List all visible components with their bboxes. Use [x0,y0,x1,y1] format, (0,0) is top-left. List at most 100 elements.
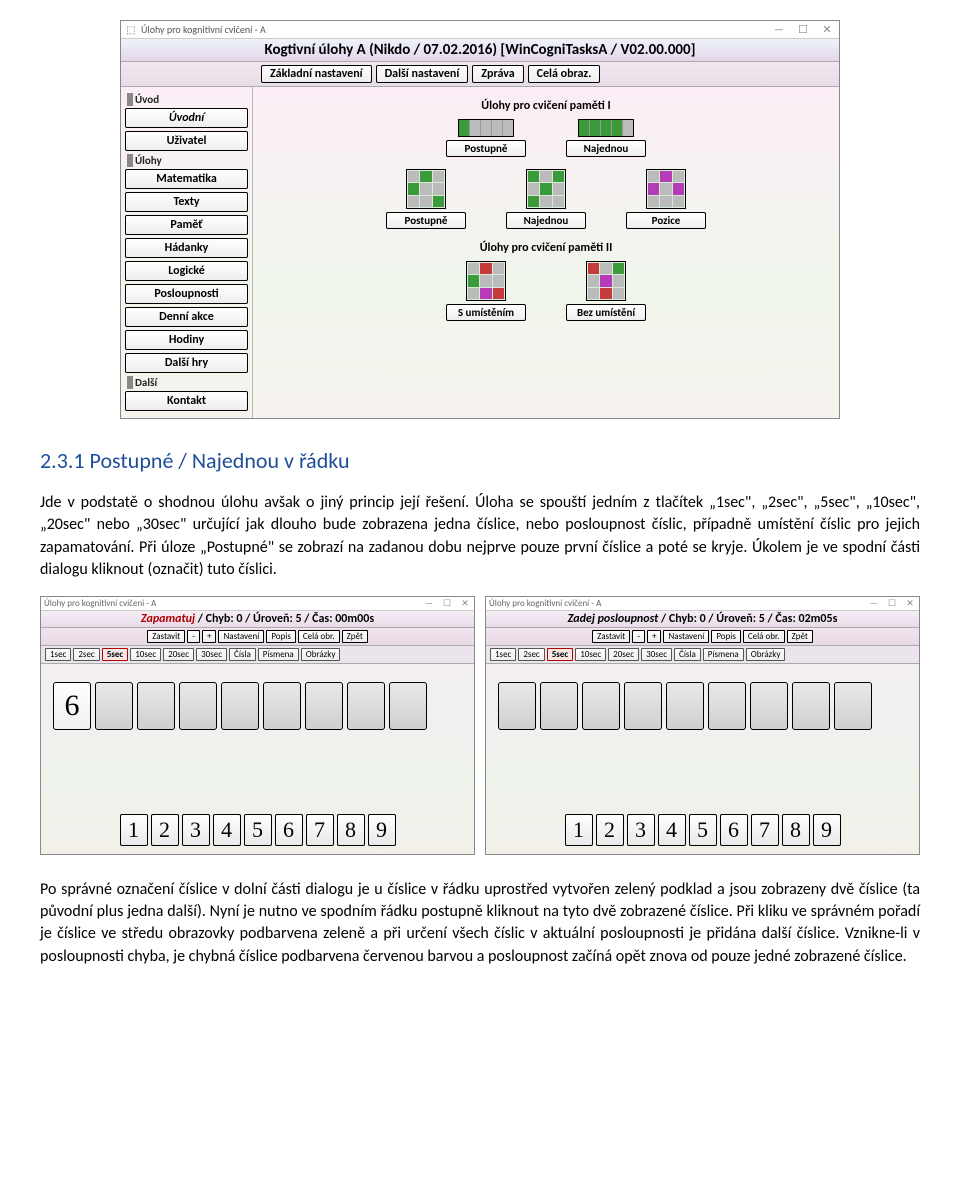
tab-zakladni[interactable]: Základní nastavení [261,65,372,83]
keypad-5[interactable]: 5 [244,814,272,846]
minimize-icon[interactable]: — [423,599,435,608]
mem-canvas: 6 123456789 [41,664,474,854]
twin-screenshots: Úlohy pro kognitivní cvičení - A — ☐ ✕ Z… [40,596,920,855]
mem-canvas: 123456789 [486,664,919,854]
keypad-2[interactable]: 2 [596,814,624,846]
keypad-2[interactable]: 2 [151,814,179,846]
time-btn-Čísla[interactable]: Čísla [229,648,256,661]
paragraph-2: Po správné označení číslice v dolní část… [40,879,920,969]
side-group-uvod: Úvod [127,93,248,106]
keypad-5[interactable]: 5 [689,814,717,846]
keypad-4[interactable]: 4 [658,814,686,846]
keypad-7[interactable]: 7 [751,814,779,846]
task-label: S umístěním [446,304,526,321]
time-btn-20sec[interactable]: 20sec [608,648,639,661]
mem-slot [834,682,872,730]
keypad-8[interactable]: 8 [337,814,365,846]
keypad-7[interactable]: 7 [306,814,334,846]
minimize-icon[interactable]: — [771,24,787,35]
time-btn-30sec[interactable]: 30sec [641,648,672,661]
tool-popis[interactable]: Popis [711,630,741,643]
tool-nastaveni[interactable]: Nastavení [218,630,264,643]
tab-dalsi[interactable]: Další nastavení [376,65,469,83]
keypad-3[interactable]: 3 [627,814,655,846]
tool-zpet[interactable]: Zpět [787,630,813,643]
keypad-4[interactable]: 4 [213,814,241,846]
tool-zpet[interactable]: Zpět [342,630,368,643]
maximize-icon[interactable]: ☐ [886,599,898,608]
side-btn-hodiny[interactable]: Hodiny [125,330,248,350]
keypad-9[interactable]: 9 [813,814,841,846]
task-najednou-strip[interactable]: Najednou [566,119,646,157]
mem-slot [498,682,536,730]
side-btn-uvodni[interactable]: Úvodní [125,108,248,128]
mem-chrome: Úlohy pro kognitivní cvičení - A — ☐ ✕ [486,597,919,611]
task-sumistenim[interactable]: S umístěním [446,261,526,321]
tool-celaobr[interactable]: Celá obr. [743,630,785,643]
keypad-6[interactable]: 6 [275,814,303,846]
time-btn-2sec[interactable]: 2sec [73,648,99,661]
time-btn-30sec[interactable]: 30sec [196,648,227,661]
time-btn-20sec[interactable]: 20sec [163,648,194,661]
tool-zastavit[interactable]: Zastavit [147,630,185,643]
mem-slot [389,682,427,730]
keypad-3[interactable]: 3 [182,814,210,846]
mem-slot [263,682,301,730]
side-btn-dalsihry[interactable]: Další hry [125,353,248,373]
keypad-6[interactable]: 6 [720,814,748,846]
task-label: Postupně [446,140,526,157]
tool-minus[interactable]: - [632,630,645,643]
time-btn-10sec[interactable]: 10sec [130,648,161,661]
mem-slot-row [492,682,913,730]
time-btn-Písmena[interactable]: Písmena [703,648,744,661]
maximize-icon[interactable]: ☐ [441,599,453,608]
keypad-8[interactable]: 8 [782,814,810,846]
thumb-grid-2 [526,169,566,209]
side-btn-hadanky[interactable]: Hádanky [125,238,248,258]
side-btn-pamet[interactable]: Paměť [125,215,248,235]
task-bezumisteni[interactable]: Bez umístění [566,261,646,321]
maximize-icon[interactable]: ☐ [795,24,811,35]
time-btn-5sec[interactable]: 5sec [102,648,128,661]
side-btn-kontakt[interactable]: Kontakt [125,391,248,411]
tab-celaobraz[interactable]: Celá obraz. [528,65,601,83]
side-btn-logicke[interactable]: Logické [125,261,248,281]
task-najednou-grid[interactable]: Najednou [506,169,586,229]
keypad-9[interactable]: 9 [368,814,396,846]
close-icon[interactable]: ✕ [904,599,916,608]
time-btn-Písmena[interactable]: Písmena [258,648,299,661]
tool-plus[interactable]: + [647,630,661,643]
tool-plus[interactable]: + [202,630,216,643]
task-postupne-strip[interactable]: Postupně [446,119,526,157]
time-btn-10sec[interactable]: 10sec [575,648,606,661]
minimize-icon[interactable]: — [868,599,880,608]
tool-popis[interactable]: Popis [266,630,296,643]
task-pozice-grid[interactable]: Pozice [626,169,706,229]
time-btn-1sec[interactable]: 1sec [45,648,71,661]
time-btn-5sec[interactable]: 5sec [547,648,573,661]
tab-zprava[interactable]: Zpráva [472,65,523,83]
section2-title: Úlohy pro cvičení paměti II [263,241,829,255]
side-btn-posloupnosti[interactable]: Posloupnosti [125,284,248,304]
keypad-1[interactable]: 1 [120,814,148,846]
app-icon: ⬚ [125,24,137,36]
side-btn-matematika[interactable]: Matematika [125,169,248,189]
side-btn-denniakce[interactable]: Denní akce [125,307,248,327]
tool-minus[interactable]: - [187,630,200,643]
mem-slot [540,682,578,730]
tool-nastaveni[interactable]: Nastavení [663,630,709,643]
time-btn-Čísla[interactable]: Čísla [674,648,701,661]
time-btn-Obrázky[interactable]: Obrázky [746,648,786,661]
time-btn-1sec[interactable]: 1sec [490,648,516,661]
side-btn-texty[interactable]: Texty [125,192,248,212]
time-btn-2sec[interactable]: 2sec [518,648,544,661]
tool-zastavit[interactable]: Zastavit [592,630,630,643]
tool-celaobr[interactable]: Celá obr. [298,630,340,643]
close-icon[interactable]: ✕ [819,24,835,35]
time-btn-Obrázky[interactable]: Obrázky [301,648,341,661]
side-btn-uzivatel[interactable]: Uživatel [125,131,248,151]
mem-timebar: 1sec2sec5sec10sec20sec30secČíslaPísmenaO… [41,646,474,664]
close-icon[interactable]: ✕ [459,599,471,608]
keypad-1[interactable]: 1 [565,814,593,846]
task-postupne-grid[interactable]: Postupně [386,169,466,229]
